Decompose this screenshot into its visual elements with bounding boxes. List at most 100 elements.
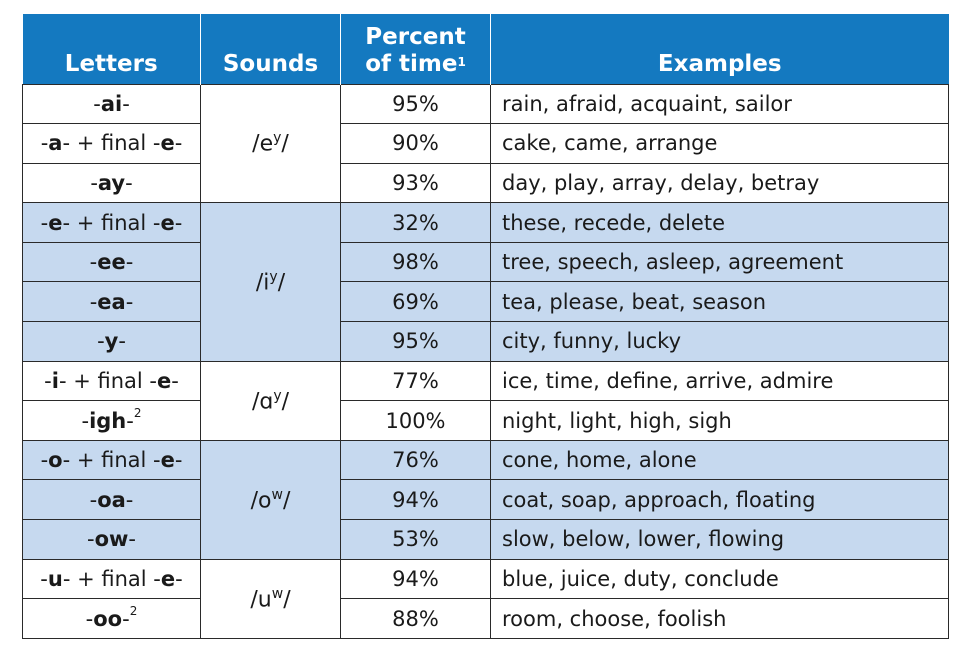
header-row: Letters Sounds Percent of time1 Examples xyxy=(22,14,949,84)
letters-pattern: a xyxy=(48,131,63,156)
letters-footnote: 2 xyxy=(129,603,138,618)
sound-symbol: /i xyxy=(255,270,270,296)
sound-glide: y xyxy=(269,268,278,285)
letters-cell: -igh-2 xyxy=(22,400,201,441)
letters-joiner: - xyxy=(125,289,134,314)
examples-cell: city, funny, lucky xyxy=(490,321,949,362)
letters-final: e xyxy=(160,448,175,473)
percent-cell: 69% xyxy=(340,281,491,323)
letters-suffix: - xyxy=(171,368,179,393)
letters-pattern: ea xyxy=(97,289,126,314)
letters-prefix: - xyxy=(93,91,101,116)
table-row: -ay- 93% day, play, array, delay, betray xyxy=(22,162,949,204)
letters-final: e xyxy=(160,210,175,235)
header-percent-line1: Percent xyxy=(365,23,466,50)
table-row: -y- 95% city, funny, lucky xyxy=(22,321,949,362)
letters-cell: -u- + final -e- xyxy=(22,558,201,600)
examples-cell: tree, speech, asleep, agreement xyxy=(490,241,949,283)
sound-cell: /uw/ xyxy=(200,558,341,639)
header-percent-line2: of time xyxy=(365,50,458,77)
letters-pattern: ow xyxy=(94,527,129,552)
percent-cell: 77% xyxy=(340,360,491,402)
sound-close: / xyxy=(282,487,291,513)
header-examples: Examples xyxy=(490,14,949,84)
percent-cell: 100% xyxy=(340,400,491,441)
letters-joiner: - + final - xyxy=(62,131,161,156)
percent-cell: 32% xyxy=(340,202,491,243)
percent-cell: 90% xyxy=(340,123,491,164)
percent-cell: 76% xyxy=(340,439,491,481)
letters-pattern: u xyxy=(47,566,63,591)
letters-pattern: i xyxy=(51,368,59,393)
percent-cell: 93% xyxy=(340,162,491,204)
letters-prefix: - xyxy=(97,329,105,354)
sound-cell: /iy/ xyxy=(200,202,341,362)
letters-cell: -y- xyxy=(22,321,201,362)
letters-cell: -oo-2 xyxy=(22,598,201,639)
examples-cell: night, light, high, sigh xyxy=(490,400,949,441)
letters-suffix: - xyxy=(175,566,183,591)
letters-pattern: o xyxy=(48,448,63,473)
letters-cell: -i- + final -e- xyxy=(22,360,201,402)
letters-pattern: y xyxy=(104,329,119,354)
sound-close: / xyxy=(277,270,286,296)
table-row: -o- + final -e-/ow/76% cone, home, alone xyxy=(22,439,949,560)
examples-cell: ice, time, define, arrive, admire xyxy=(490,360,949,402)
header-percent-footnote: 1 xyxy=(457,54,466,69)
letters-prefix: - xyxy=(81,408,90,433)
letters-joiner: - xyxy=(125,250,134,275)
letters-pattern: ee xyxy=(97,250,126,275)
letters-prefix: - xyxy=(89,487,98,512)
letters-joiner: - xyxy=(118,329,126,354)
letters-prefix: - xyxy=(87,527,95,552)
letters-pattern: oo xyxy=(93,606,123,631)
letters-cell: -ea- xyxy=(22,281,201,323)
letters-joiner: - xyxy=(125,487,134,512)
letters-cell: -oa- xyxy=(22,479,201,521)
table-row: -igh-2 100% night, light, high, sigh xyxy=(22,400,949,441)
examples-cell: blue, juice, duty, conclude xyxy=(490,558,949,600)
letters-prefix: - xyxy=(40,131,49,156)
letters-joiner: - + final - xyxy=(62,448,161,473)
sound-close: / xyxy=(283,586,291,612)
sound-cell: /ɑy/ xyxy=(200,360,341,441)
letters-prefix: - xyxy=(44,368,52,393)
examples-cell: day, play, array, delay, betray xyxy=(490,162,949,204)
letters-joiner: - xyxy=(122,606,130,631)
sound-symbol: /e xyxy=(252,131,274,157)
header-percent: Percent of time1 xyxy=(340,14,491,84)
letters-joiner: - xyxy=(122,91,130,116)
examples-cell: rain, afraid, acquaint, sailor xyxy=(490,83,949,125)
vowel-spelling-table: Letters Sounds Percent of time1 Examples… xyxy=(22,14,949,639)
letters-cell: -ai- xyxy=(22,83,201,125)
examples-cell: these, recede, delete xyxy=(490,202,949,243)
sound-symbol: /ɑ xyxy=(251,388,274,414)
letters-prefix: - xyxy=(85,606,94,631)
sound-cell: /ey/ xyxy=(200,83,341,204)
letters-final: e xyxy=(160,131,175,156)
sound-symbol: /u xyxy=(250,586,272,612)
table-row: -ee- 98% tree, speech, asleep, agreement xyxy=(22,241,949,283)
examples-cell: slow, below, lower, flowing xyxy=(490,519,949,560)
letters-suffix: - xyxy=(174,448,183,473)
table-row: -e- + final -e-/iy/32% these, recede, del… xyxy=(22,202,949,362)
sound-cell: /ow/ xyxy=(200,439,341,560)
sound-glide: y xyxy=(273,130,282,147)
table-row: -i- + final -e-/ɑy/77% ice, time, define,… xyxy=(22,360,949,441)
letters-joiner: - + final - xyxy=(58,368,157,393)
table-row: -oa- 94% coat, soap, approach, floating xyxy=(22,479,949,521)
letters-pattern: e xyxy=(48,210,63,235)
table-row: -u- + final -e-/uw/94% blue, juice, duty,… xyxy=(22,558,949,639)
table-row: -ea- 69% tea, please, beat, season xyxy=(22,281,949,323)
percent-cell: 95% xyxy=(340,321,491,362)
sound-glide: w xyxy=(271,585,284,602)
table-row: -oo-2 88% room, choose, foolish xyxy=(22,598,949,639)
percent-cell: 94% xyxy=(340,479,491,521)
letters-suffix: - xyxy=(174,210,183,235)
examples-cell: cake, came, arrange xyxy=(490,123,949,164)
sound-glide: w xyxy=(271,486,283,503)
letters-prefix: - xyxy=(40,566,48,591)
letters-prefix: - xyxy=(89,289,98,314)
letters-joiner: - + final - xyxy=(62,566,161,591)
table-body: -ai-/ey/95% rain, afraid, acquaint, sailo… xyxy=(22,83,949,639)
